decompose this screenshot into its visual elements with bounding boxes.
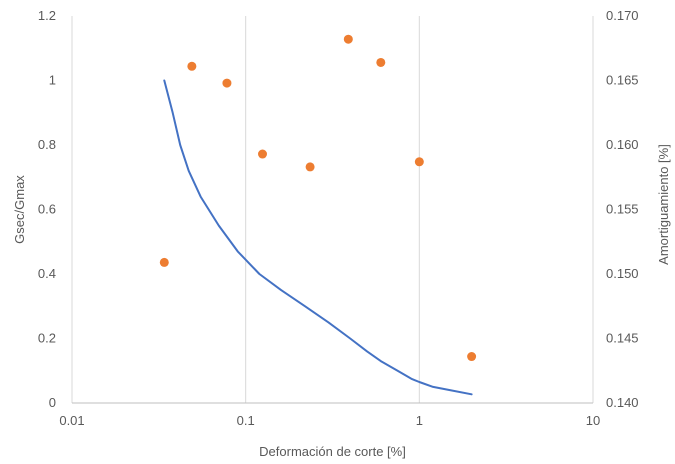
x-tick-label: 0.01 [59,413,84,428]
left-y-tick-label: 1.2 [38,8,56,23]
right-y-tick-label: 0.145 [606,331,639,346]
right-y-tick-label: 0.150 [606,266,639,281]
scatter-point [376,57,386,67]
left-y-tick-labels: 0 0.2 0.4 0.6 0.8 1 1.2 [38,8,56,410]
left-y-tick-label: 1 [49,73,56,88]
x-axis-title: Deformación de corte [%] [259,444,406,459]
left-y-tick-label: 0.6 [38,202,56,217]
left-y-axis-title: Gsec/Gmax [12,175,27,244]
right-y-tick-label: 0.170 [606,8,639,23]
series-line [163,79,473,396]
left-y-tick-label: 0.2 [38,331,56,346]
plot-series [159,34,477,396]
scatter-point [159,257,169,267]
right-y-tick-label: 0.160 [606,137,639,152]
gridlines [71,16,594,403]
x-tick-labels: 0.01 0.1 1 10 [59,413,600,428]
right-y-tick-label: 0.155 [606,202,639,217]
scatter-point [187,61,197,71]
scatter-point [305,162,315,172]
right-y-tick-label: 0.140 [606,395,639,410]
scatter-point [222,78,232,88]
left-y-tick-label: 0.4 [38,266,56,281]
scatter-point [343,34,353,44]
right-y-tick-label: 0.165 [606,73,639,88]
scatter-point [467,352,477,362]
right-y-axis-title: Amortiguamiento [%] [656,144,671,265]
x-tick-label: 1 [416,413,423,428]
right-y-tick-labels: 0.140 0.145 0.150 0.155 0.160 0.165 0.170 [606,8,639,410]
scatter-point [414,157,424,167]
left-y-tick-label: 0 [49,395,56,410]
x-tick-label: 10 [586,413,600,428]
scatter-point [257,149,267,159]
x-tick-label: 0.1 [237,413,255,428]
left-y-tick-label: 0.8 [38,137,56,152]
